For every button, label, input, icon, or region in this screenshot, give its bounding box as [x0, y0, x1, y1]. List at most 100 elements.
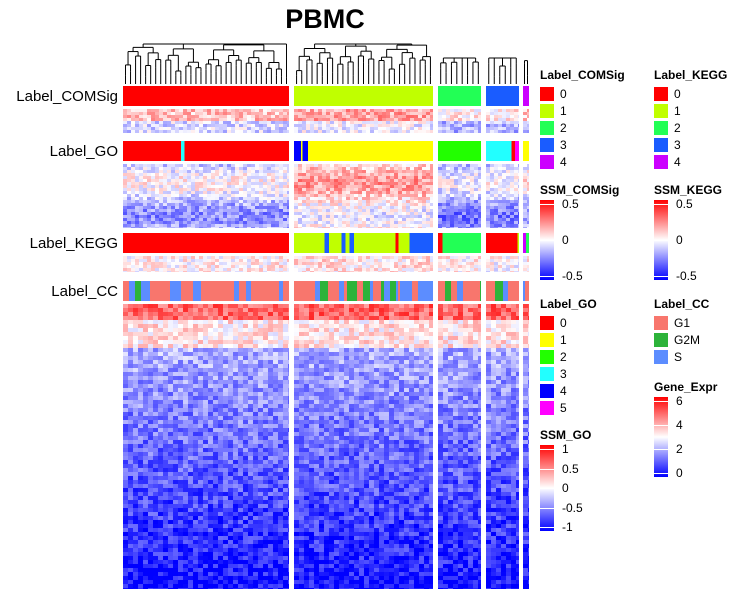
- gene-expr-cell: [148, 364, 153, 368]
- ssm-go-cell: [326, 221, 330, 224]
- gene-expr-cell: [248, 308, 253, 312]
- ssm-go-cell: [318, 188, 322, 191]
- gene-expr-cell: [268, 360, 273, 364]
- ssm-go-cell: [370, 215, 374, 218]
- ssm-kegg-cell: [338, 259, 342, 262]
- ssm-go-cell: [446, 200, 450, 203]
- gene-expr-cell: [193, 404, 198, 408]
- gene-expr-cell: [248, 416, 253, 420]
- gene-expr-cell: [193, 312, 198, 316]
- ssm-comsig-cell: [207, 115, 211, 118]
- ssm-comsig-cell: [283, 124, 287, 127]
- ssm-go-cell: [243, 188, 247, 191]
- ssm-go-cell: [135, 173, 139, 176]
- gene-expr-cell: [203, 312, 208, 316]
- ssm-go-cell: [211, 188, 215, 191]
- ssm-go-cell: [430, 221, 433, 224]
- ssm-go-cell: [298, 209, 302, 212]
- ssm-go-cell: [378, 224, 382, 227]
- ssm-go-cell: [207, 203, 211, 206]
- ssm-go-cell: [362, 191, 366, 194]
- gene-expr-cell: [213, 320, 218, 324]
- ssm-go-cell: [127, 197, 131, 200]
- gene-expr-cell: [138, 356, 143, 360]
- ssm-go-cell: [215, 203, 219, 206]
- ssm-go-cell: [195, 194, 199, 197]
- gene-expr-cell: [138, 392, 143, 396]
- gene-expr-cell: [168, 360, 173, 364]
- ssm-go-cell: [263, 179, 267, 182]
- ssm-comsig-cell: [478, 112, 481, 115]
- ssm-kegg-cell: [386, 259, 390, 262]
- gene-expr-cell: [213, 372, 218, 376]
- ssm-go-cell: [362, 176, 366, 179]
- ssm-comsig-cell: [514, 118, 518, 121]
- gene-expr-cell: [273, 316, 278, 320]
- gene-expr-cell: [288, 344, 289, 348]
- ssm-go-cell: [454, 227, 458, 228]
- ssm-go-cell: [294, 212, 298, 215]
- ssm-comsig-cell: [235, 118, 239, 121]
- ssm-go-cell: [442, 218, 446, 221]
- ssm-go-cell: [231, 188, 235, 191]
- ssm-go-cell: [191, 215, 195, 218]
- ssm-go-cell: [494, 206, 498, 209]
- ssm-go-cell: [394, 221, 398, 224]
- ssm-go-cell: [211, 218, 215, 221]
- ssm-go-cell: [474, 224, 478, 227]
- ssm-comsig-cell: [302, 118, 306, 121]
- ssm-kegg-cell: [275, 259, 279, 262]
- ssm-go-cell: [314, 209, 318, 212]
- gene-expr-cell: [203, 328, 208, 332]
- ssm-go-cell: [490, 194, 494, 197]
- ssm-kegg-cell: [354, 256, 358, 259]
- ssm-comsig-cell: [171, 121, 175, 124]
- ssm-go-cell: [414, 188, 418, 191]
- ssm-go-cell: [302, 197, 306, 200]
- ssm-go-cell: [350, 212, 354, 215]
- ssm-go-cell: [450, 191, 454, 194]
- ssm-kegg-cell: [203, 259, 207, 262]
- gene-expr-cell: [173, 308, 178, 312]
- gene-expr-cell: [198, 308, 203, 312]
- ssm-go-cell: [450, 224, 454, 227]
- ssm-go-cell: [171, 218, 175, 221]
- ssm-kegg-cell: [123, 265, 127, 268]
- ssm-comsig-cell: [446, 112, 450, 115]
- ssm-go-cell: [199, 224, 203, 227]
- ssm-go-cell: [259, 221, 263, 224]
- ssm-go-cell: [139, 164, 143, 167]
- ssm-comsig-cell: [123, 109, 127, 112]
- gene-expr-cell: [238, 364, 243, 368]
- ssm-go-cell: [370, 167, 374, 170]
- ssm-go-cell: [247, 200, 251, 203]
- ssm-go-cell: [179, 218, 183, 221]
- ssm-comsig-cell: [486, 118, 490, 121]
- ssm-go-cell: [494, 218, 498, 221]
- ssm-go-cell: [127, 179, 131, 182]
- gene-expr-cell: [213, 380, 218, 384]
- ssm-go-cell: [450, 167, 454, 170]
- ssm-kegg-cell: [211, 265, 215, 268]
- ssm-comsig-cell: [458, 127, 462, 130]
- ssm-kegg-cell: [171, 265, 175, 268]
- gene-expr-cell: [158, 328, 163, 332]
- gene-expr-cell: [233, 416, 238, 420]
- ssm-go-cell: [474, 227, 478, 228]
- gene-expr-cell: [173, 368, 178, 372]
- ssm-comsig-cell: [334, 109, 338, 112]
- ssm-go-cell: [450, 164, 454, 167]
- ssm-go-cell: [191, 206, 195, 209]
- ssm-comsig-cell: [127, 112, 131, 115]
- gene-expr-cell: [258, 328, 263, 332]
- gene-expr-cell: [168, 336, 173, 340]
- ssm-go-cell: [306, 167, 310, 170]
- ssm-go-cell: [163, 209, 167, 212]
- ssm-comsig-cell: [143, 115, 147, 118]
- gene-expr-cell: [153, 320, 158, 324]
- ssm-go-cell: [410, 197, 414, 200]
- ssm-comsig-cell: [394, 124, 398, 127]
- ssm-comsig-cell: [426, 121, 430, 124]
- ssm-go-cell: [346, 164, 350, 167]
- gene-expr-cell: [143, 332, 148, 336]
